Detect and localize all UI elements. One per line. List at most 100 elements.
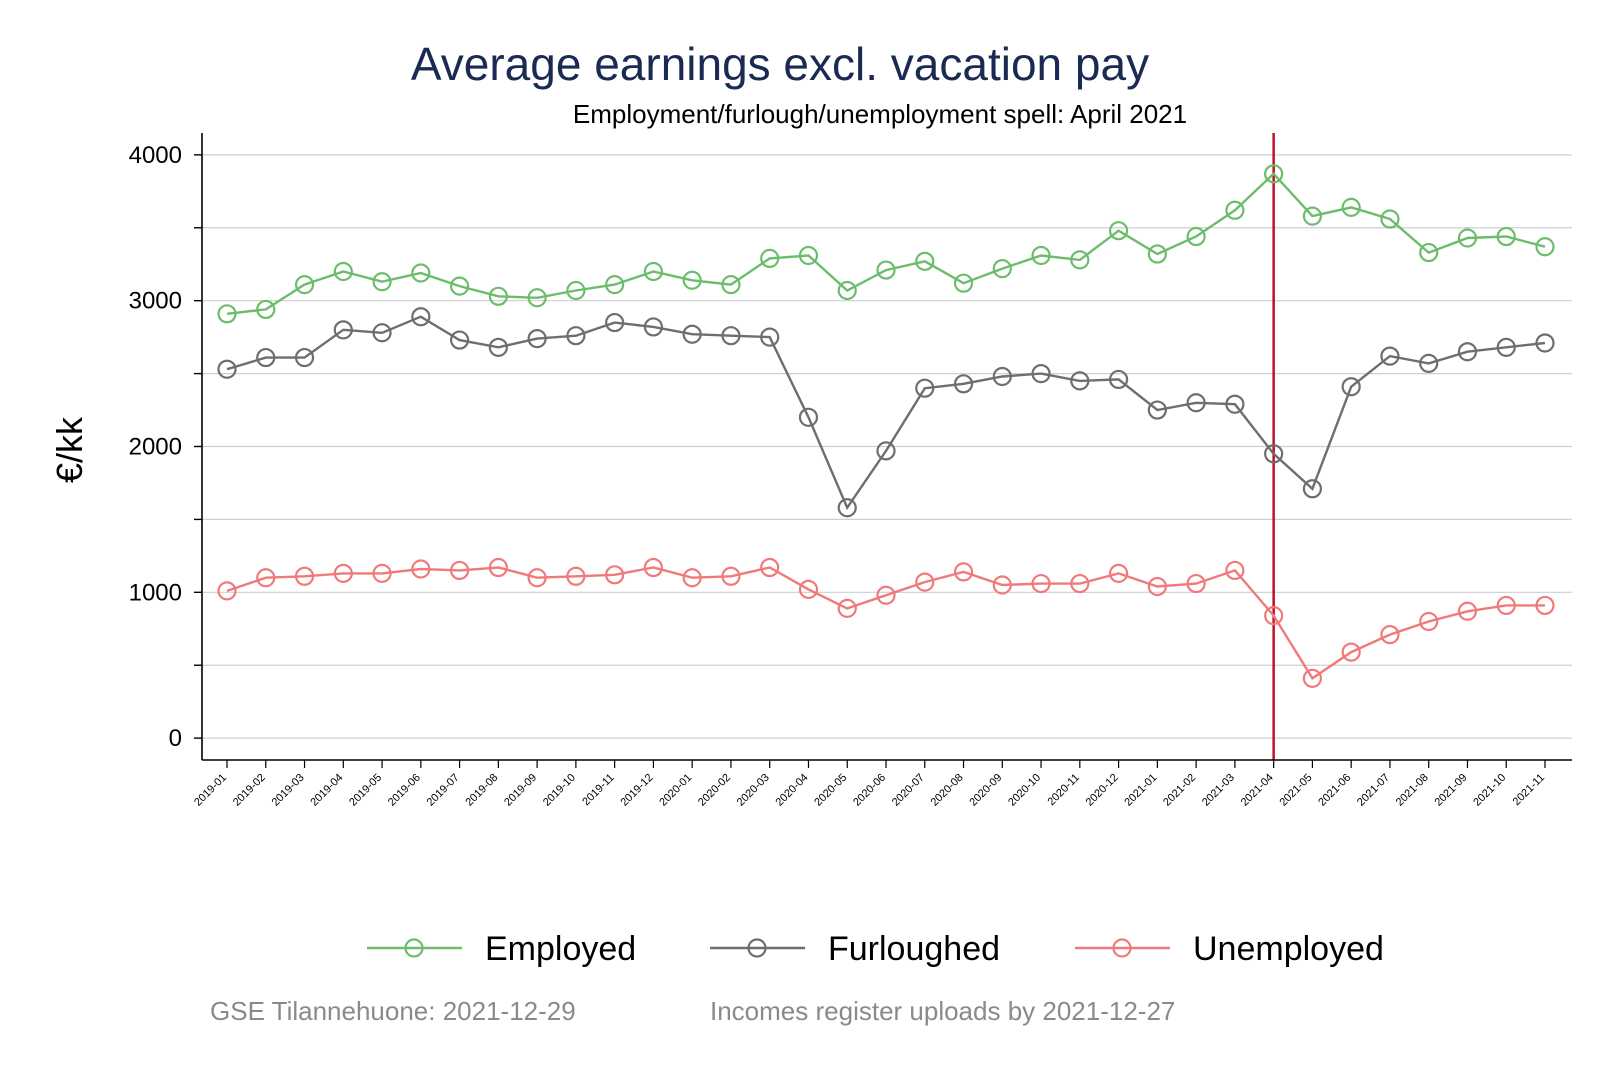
x-tick-label: 2020-05 [812,772,849,809]
x-tick-label: 2019-01 [192,772,229,809]
data-point-furloughed [1147,400,1167,420]
x-tick-label: 2020-07 [890,772,927,809]
data-point-furloughed [1535,333,1555,353]
data-point-unemployed [992,575,1012,595]
data-point-unemployed [605,565,625,585]
data-point-unemployed [798,579,819,599]
data-point-furloughed [527,328,547,349]
data-point-furloughed [953,374,974,394]
x-tick-label: 2020-03 [735,772,772,809]
data-point-unemployed [1264,606,1284,626]
data-point-unemployed [1341,642,1361,662]
data-point-employed [1341,197,1361,217]
x-tick-label: 2021-06 [1316,772,1353,809]
data-point-employed [605,275,625,295]
x-tick-label: 2020-10 [1006,772,1043,809]
data-point-furloughed [1264,444,1284,464]
x-tick-label: 2020-02 [696,772,733,809]
x-tick-label: 2021-02 [1161,772,1198,809]
x-tick-label: 2020-06 [851,772,888,809]
data-point-furloughed [294,347,315,368]
data-point-furloughed [1302,479,1323,499]
data-point-unemployed [1186,573,1206,594]
data-point-unemployed [1070,573,1090,594]
legend-marker-furloughed [747,938,767,958]
data-point-unemployed [1419,611,1439,632]
data-point-furloughed [605,312,625,333]
y-tick-label: 2000 [129,434,182,461]
data-point-unemployed [876,585,896,605]
data-point-furloughed [217,359,237,379]
data-point-employed [488,286,508,306]
series-employed [217,164,1555,324]
x-tick-label: 2021-04 [1239,772,1276,809]
x-tick-label: 2019-03 [270,772,307,809]
data-point-employed [1264,164,1284,184]
data-point-unemployed [566,566,586,586]
data-point-employed [1457,228,1478,248]
chart-subtitle: Employment/furlough/unemployment spell: … [573,99,1187,129]
legend-label-employed: Employed [485,930,636,968]
data-point-unemployed [256,568,276,588]
data-point-unemployed [721,566,741,586]
data-point-employed [294,275,315,295]
data-point-employed [721,275,741,295]
y-tick-label: 0 [169,725,182,752]
data-point-furloughed [1419,353,1439,373]
data-point-employed [760,248,780,268]
x-tick-label: 2021-08 [1394,772,1431,809]
data-point-employed [682,270,702,290]
data-point-employed [333,261,353,282]
data-point-furloughed [682,324,702,344]
data-point-furloughed [1380,346,1400,366]
data-point-furloughed [721,326,741,346]
data-point-furloughed [643,317,664,337]
data-point-furloughed [256,347,276,368]
data-point-furloughed [876,441,896,461]
footer-source: GSE Tilannehuone: 2021-12-29 [210,996,576,1026]
x-tick-label: 2020-12 [1084,772,1121,809]
legend-item-employed: Employed [367,930,636,968]
x-tick-label: 2021-07 [1355,772,1392,809]
data-point-employed [1419,242,1439,263]
y-tick-label: 3000 [129,288,182,315]
x-tick-label: 2019-02 [231,772,268,809]
x-tick-label: 2019-07 [425,772,462,809]
data-point-employed [992,259,1012,279]
data-point-unemployed [1496,595,1516,616]
x-tick-label: 2019-11 [580,772,616,808]
x-tick-label: 2019-09 [502,772,539,809]
legend-item-unemployed: Unemployed [1075,930,1384,968]
data-point-employed [1031,245,1051,266]
data-point-furloughed [449,330,470,350]
data-point-furloughed [1031,363,1051,384]
data-point-employed [837,280,857,301]
x-tick-label: 2021-10 [1471,772,1508,809]
data-point-unemployed [1225,560,1245,581]
data-point-employed [527,288,547,308]
data-point-employed [915,251,935,271]
data-point-unemployed [760,557,780,578]
x-tick-label: 2020-04 [774,772,811,809]
data-point-employed [798,245,819,266]
legend-marker-employed [404,938,424,958]
data-point-furloughed [1496,337,1516,357]
data-point-employed [449,276,470,296]
x-tick-label: 2021-05 [1277,772,1314,809]
x-tick-label: 2020-09 [967,772,1004,809]
series-line-unemployed [226,566,1545,680]
data-point-furloughed [992,366,1012,387]
data-point-furloughed [1108,369,1129,390]
series-furloughed [217,307,1555,518]
data-point-furloughed [372,323,392,343]
data-point-employed [217,304,237,324]
data-point-furloughed [1341,377,1361,397]
chart-title: Average earnings excl. vacation pay [411,38,1149,90]
series-line-furloughed [226,315,1546,511]
data-point-employed [876,260,896,280]
x-tick-label: 2021-11 [1511,772,1547,808]
data-point-furloughed [915,378,935,398]
data-point-furloughed [760,327,780,347]
data-point-furloughed [1070,371,1090,391]
data-point-employed [643,261,664,282]
